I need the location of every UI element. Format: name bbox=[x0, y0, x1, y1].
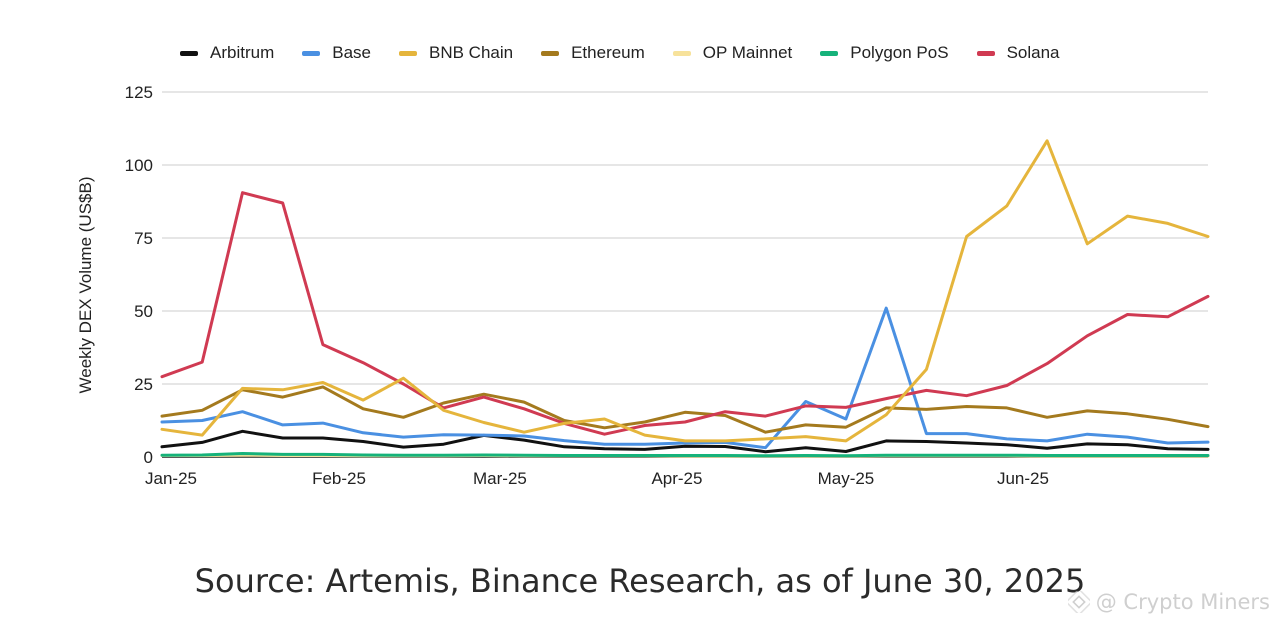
y-axis-ticks: 0 25 50 75 100 125 bbox=[125, 83, 153, 467]
legend-label: Solana bbox=[1006, 43, 1060, 62]
y-tick-label: 75 bbox=[134, 229, 153, 248]
legend-swatch bbox=[541, 50, 560, 56]
series-line-arbitrum bbox=[160, 429, 1210, 454]
watermark-text: @ Crypto Miners bbox=[1095, 590, 1270, 614]
series-line-ethereum bbox=[160, 385, 1210, 434]
legend: Arbitrum Base BNB Chain Ethereum OP Mainnet P… bbox=[180, 43, 1088, 63]
y-tick-label: 25 bbox=[134, 375, 153, 394]
legend-label: BNB Chain bbox=[428, 43, 514, 62]
series-line-solana bbox=[160, 191, 1210, 436]
x-tick-label: May-25 bbox=[818, 469, 875, 488]
legend-swatch bbox=[398, 50, 417, 56]
x-tick-label: Feb-25 bbox=[312, 469, 366, 488]
legend-swatch bbox=[302, 50, 321, 56]
legend-swatch bbox=[180, 50, 198, 56]
x-axis-ticks: Jan-25 Feb-25 Mar-25 Apr-25 May-25 Jun-25 bbox=[145, 469, 1049, 488]
x-tick-label: Jan-25 bbox=[145, 469, 197, 488]
x-tick-label: Jun-25 bbox=[997, 469, 1049, 488]
legend-item-ethereum: Ethereum bbox=[541, 43, 645, 63]
legend-label: OP Mainnet bbox=[702, 43, 793, 62]
y-axis-label: Weekly DEX Volume (US$B) bbox=[76, 177, 95, 394]
legend-swatch bbox=[820, 50, 839, 56]
legend-item-arbitrum: Arbitrum bbox=[180, 43, 274, 63]
x-tick-label: Mar-25 bbox=[473, 469, 527, 488]
gridlines bbox=[162, 91, 1208, 458]
series-line-base bbox=[160, 306, 1210, 450]
legend-label: Base bbox=[332, 43, 371, 62]
legend-label: Ethereum bbox=[571, 43, 645, 62]
y-tick-label: 0 bbox=[144, 448, 153, 467]
legend-label: Arbitrum bbox=[210, 43, 275, 62]
binance-square-icon bbox=[1067, 591, 1090, 613]
series-line-polygon-pos bbox=[160, 452, 1210, 458]
y-tick-label: 100 bbox=[125, 156, 153, 175]
legend-item-polygon-pos: Polygon PoS bbox=[820, 43, 949, 63]
series-lines bbox=[160, 139, 1210, 458]
watermark: @ Crypto Miners bbox=[1067, 590, 1270, 614]
series-line-bnb-chain bbox=[160, 139, 1210, 443]
legend-item-bnb-chain: BNB Chain bbox=[398, 43, 514, 63]
y-tick-label: 125 bbox=[125, 83, 153, 102]
source-caption: Source: Artemis, Binance Research, as of… bbox=[194, 562, 1086, 600]
legend-item-base: Base bbox=[302, 43, 371, 63]
legend-item-solana: Solana bbox=[976, 43, 1060, 63]
y-tick-label: 50 bbox=[134, 302, 153, 321]
legend-label: Polygon PoS bbox=[850, 43, 949, 62]
legend-item-op-mainnet: OP Mainnet bbox=[672, 43, 793, 63]
legend-swatch bbox=[976, 50, 995, 56]
legend-swatch bbox=[672, 50, 691, 56]
x-tick-label: Apr-25 bbox=[651, 469, 702, 488]
